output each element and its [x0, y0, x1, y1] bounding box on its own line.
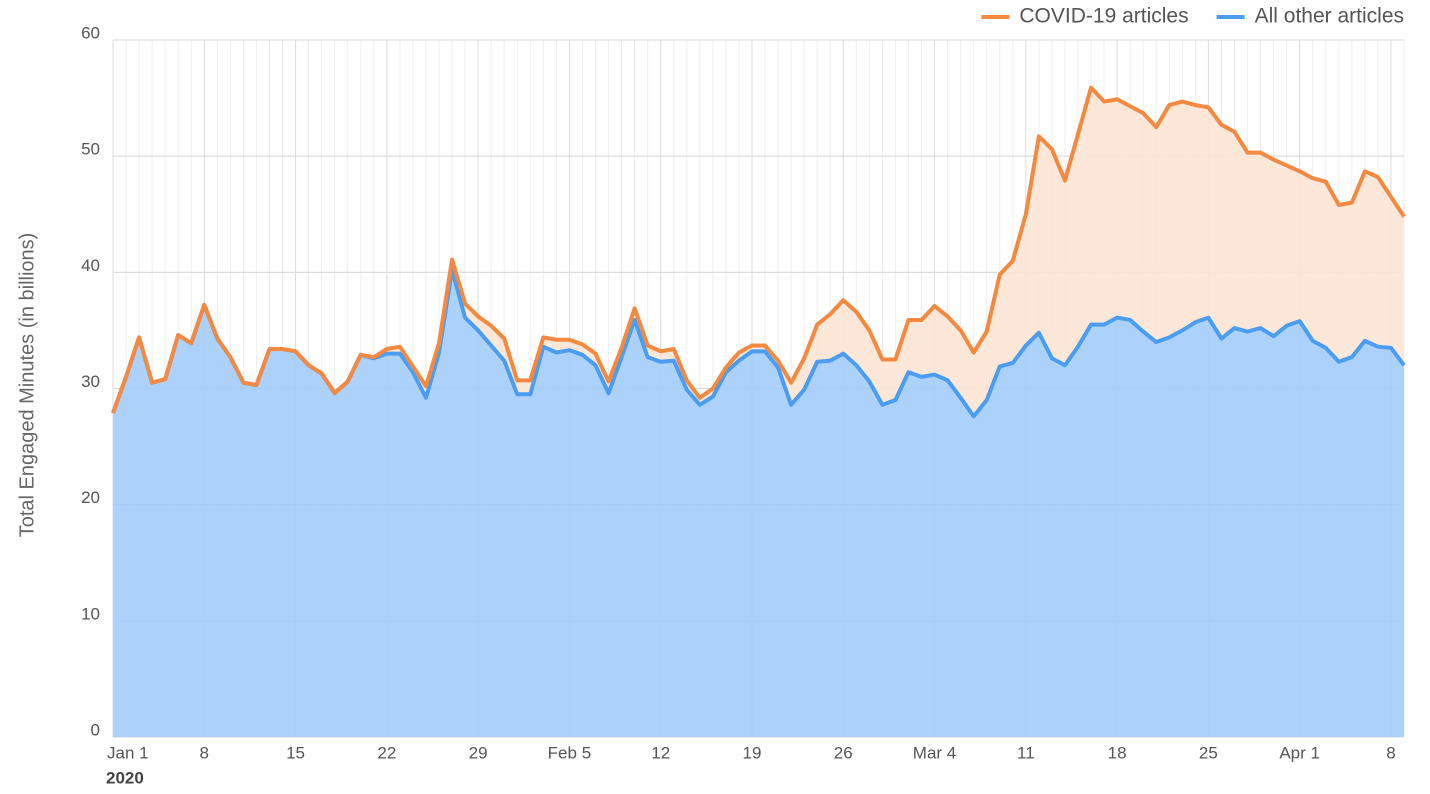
area: [113, 87, 1404, 417]
legend-label: COVID-19 articles: [1019, 5, 1188, 28]
y-tick-label: 20: [81, 488, 100, 507]
x-tick-label: Jan 1: [107, 743, 149, 762]
y-axis-label: Total Engaged Minutes (in billions): [16, 233, 38, 538]
x-tick-label: 26: [834, 743, 853, 762]
y-tick-label: 0: [91, 720, 100, 739]
y-tick-label: 60: [81, 23, 100, 42]
x-tick-label: Feb 5: [548, 743, 591, 762]
legend-label: All other articles: [1255, 5, 1404, 28]
y-tick-label: 40: [81, 256, 100, 275]
x-tick-label: Apr 1: [1279, 743, 1320, 762]
x-tick-label: Mar 4: [913, 743, 956, 762]
area: [113, 270, 1404, 737]
x-tick-label: 15: [286, 743, 305, 762]
x-tick-label: 25: [1199, 743, 1218, 762]
y-tick-label: 10: [81, 604, 100, 623]
x-tick-label: 22: [377, 743, 396, 762]
y-tick-label: 30: [81, 372, 100, 391]
x-tick-label: 11: [1017, 743, 1035, 762]
x-tick-label: 12: [651, 743, 670, 762]
line: [111, 85, 1406, 414]
x-tick-label: 8: [1386, 743, 1395, 762]
x-tick-label: 19: [743, 743, 762, 762]
x-axis-year: 2020: [106, 768, 144, 787]
y-tick-label: 50: [81, 140, 100, 159]
x-tick-label: 8: [200, 743, 209, 762]
x-tick-label: 29: [469, 743, 488, 762]
x-tick-label: 18: [1108, 743, 1127, 762]
